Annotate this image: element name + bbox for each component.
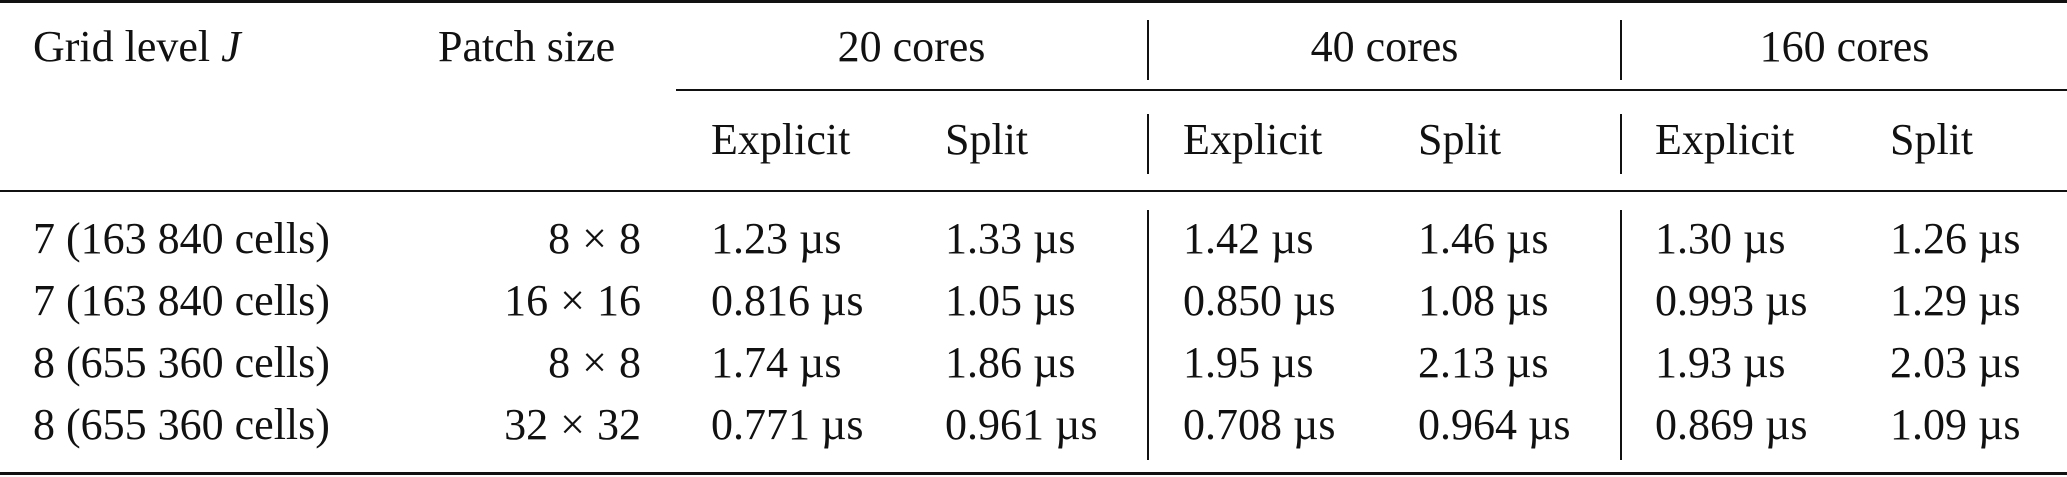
value-cell: 0.961 µs xyxy=(945,400,1098,449)
value-cell: 1.08 µs xyxy=(1418,276,1549,325)
value-cell: 0.708 µs xyxy=(1183,400,1336,449)
sub-header-explicit-20: Explicit xyxy=(711,115,851,164)
group-header-20-cores: 20 cores xyxy=(837,22,986,71)
value-cell: 1.46 µs xyxy=(1418,214,1549,263)
value-cell: 1.42 µs xyxy=(1183,214,1314,263)
value-cell: 1.33 µs xyxy=(945,214,1076,263)
separator-40-160-top xyxy=(1620,20,1622,80)
grid-level-header: Grid level J xyxy=(33,25,241,69)
separator-20-40-body xyxy=(1147,210,1149,460)
patch-size-header: Patch size xyxy=(438,22,616,71)
value-cell: 2.03 µs xyxy=(1890,338,2021,387)
group-header-40-cores: 40 cores xyxy=(1310,22,1459,71)
value-cell: 1.95 µs xyxy=(1183,338,1314,387)
value-cell: 1.86 µs xyxy=(945,338,1076,387)
value-cell: 2.13 µs xyxy=(1418,338,1549,387)
separator-20-40-sub xyxy=(1147,114,1149,174)
bottom-rule xyxy=(0,472,2067,475)
patch-size-cell: 32 × 32 xyxy=(504,400,641,449)
grid-level-symbol: J xyxy=(221,22,241,71)
value-cell: 1.05 µs xyxy=(945,276,1076,325)
grid-cell: 7 (163 840 cells) xyxy=(33,214,330,263)
value-cell: 0.816 µs xyxy=(711,276,864,325)
value-cell: 1.74 µs xyxy=(711,338,842,387)
value-cell: 1.30 µs xyxy=(1655,214,1786,263)
sub-header-explicit-160: Explicit xyxy=(1655,115,1795,164)
value-cell: 1.26 µs xyxy=(1890,214,2021,263)
separator-20-40-top xyxy=(1147,20,1149,80)
value-cell: 1.23 µs xyxy=(711,214,842,263)
patch-size-cell: 8 × 8 xyxy=(548,214,641,263)
value-cell: 1.29 µs xyxy=(1890,276,2021,325)
sub-header-split-40: Split xyxy=(1418,115,1502,164)
value-cell: 0.964 µs xyxy=(1418,400,1571,449)
grid-cell: 7 (163 840 cells) xyxy=(33,276,330,325)
group-header-160-cores: 160 cores xyxy=(1759,22,1930,71)
sub-header-explicit-40: Explicit xyxy=(1183,115,1323,164)
value-cell: 0.850 µs xyxy=(1183,276,1336,325)
patch-size-cell: 16 × 16 xyxy=(504,276,641,325)
value-cell: 0.771 µs xyxy=(711,400,864,449)
grid-cell: 8 (655 360 cells) xyxy=(33,338,330,387)
sub-header-split-160: Split xyxy=(1890,115,1974,164)
sub-header-split-20: Split xyxy=(945,115,1029,164)
value-cell: 1.09 µs xyxy=(1890,400,2021,449)
top-rule xyxy=(0,0,2067,3)
grid-cell: 8 (655 360 cells) xyxy=(33,400,330,449)
patch-size-cell: 8 × 8 xyxy=(548,338,641,387)
separator-40-160-body xyxy=(1620,210,1622,460)
value-cell: 0.869 µs xyxy=(1655,400,1808,449)
grid-level-label: Grid level xyxy=(33,22,211,71)
cmidrule xyxy=(676,89,2067,91)
value-cell: 1.93 µs xyxy=(1655,338,1786,387)
header-rule xyxy=(0,190,2067,192)
separator-40-160-sub xyxy=(1620,114,1622,174)
value-cell: 0.993 µs xyxy=(1655,276,1808,325)
